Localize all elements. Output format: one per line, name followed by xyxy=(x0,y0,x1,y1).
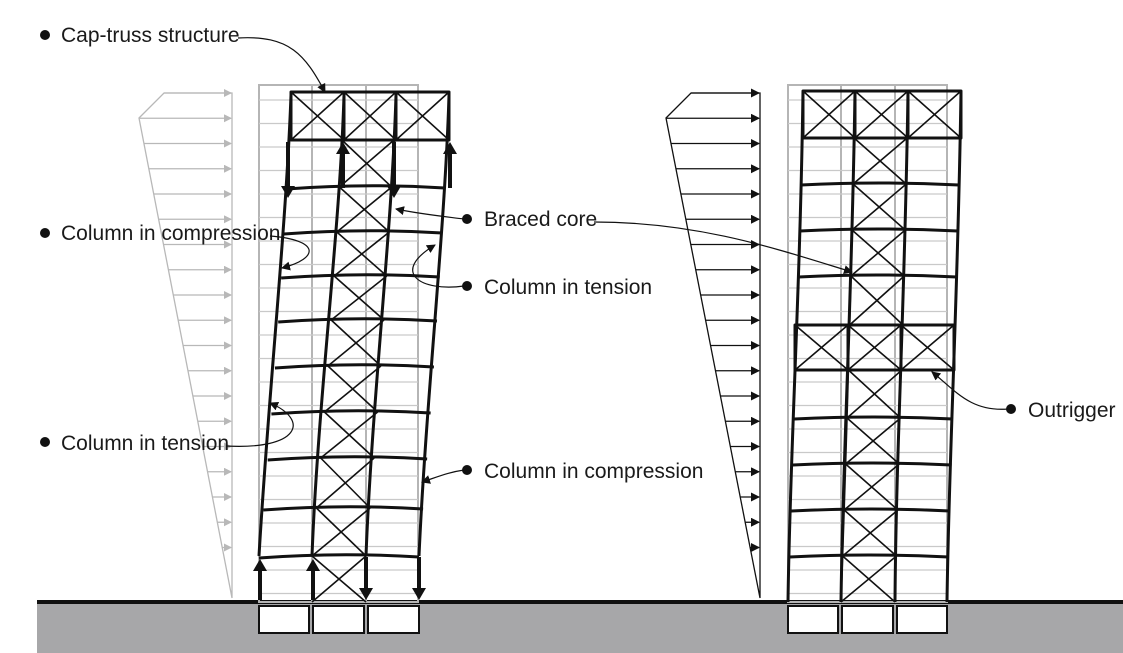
left-load-outline xyxy=(138,92,233,599)
leader-column-tension-mid xyxy=(412,244,465,288)
left-floor-beam xyxy=(286,184,445,191)
label-column-tension-left: Column in tension xyxy=(61,432,229,455)
label-column-compression-mid: Column in compression xyxy=(484,460,703,483)
left-floor-beam xyxy=(271,409,431,416)
left-braced-core xyxy=(311,139,395,603)
right-core-column-segment xyxy=(840,555,844,603)
label-cap-truss: Cap-truss structure xyxy=(61,24,240,47)
right-floor-beam xyxy=(792,461,952,467)
leader-braced-core-left xyxy=(395,206,465,220)
right-outrigger xyxy=(793,323,956,372)
left-floor-beam xyxy=(267,455,428,462)
leader-outrigger xyxy=(931,371,1009,410)
bullet-icon xyxy=(40,437,50,447)
left-floor-beam xyxy=(280,273,440,280)
right-wind-load-diagram xyxy=(665,88,761,599)
right-core-column-segment xyxy=(850,229,853,277)
left-core-brace xyxy=(333,231,390,277)
right-core-brace xyxy=(843,463,900,511)
left-core-brace xyxy=(323,365,382,413)
right-core-column-segment xyxy=(848,275,852,326)
right-core-column-segment xyxy=(846,369,850,419)
left-foundation xyxy=(258,605,420,634)
right-floor-beam xyxy=(800,181,960,187)
bullet-icon xyxy=(40,228,50,238)
left-floor-beams xyxy=(258,184,445,560)
left-force-arrows xyxy=(253,142,457,600)
right-building xyxy=(665,84,963,634)
left-cap-truss xyxy=(289,90,451,142)
left-column-2 xyxy=(310,94,346,557)
left-building xyxy=(138,84,457,634)
right-core-brace xyxy=(850,229,906,277)
right-core-brace xyxy=(840,555,898,603)
label-column-tension-mid: Column in tension xyxy=(484,276,652,299)
right-core-brace xyxy=(842,509,899,557)
right-core-column-segment xyxy=(843,463,847,511)
left-core-brace xyxy=(330,275,388,321)
left-floor-beam xyxy=(283,229,443,236)
right-braced-core xyxy=(840,137,908,603)
left-wind-load-diagram xyxy=(138,89,233,599)
right-core-column-segment xyxy=(852,137,855,185)
label-braced-core: Braced core xyxy=(484,208,597,231)
left-floor-beam xyxy=(263,505,424,512)
right-floor-beam xyxy=(794,415,954,421)
left-floor-beam xyxy=(258,553,420,560)
leader-braced-core-right xyxy=(593,221,853,274)
left-core-brace xyxy=(311,555,367,603)
left-core-brace xyxy=(327,319,385,367)
label-outrigger: Outrigger xyxy=(1028,399,1116,422)
left-core-brace xyxy=(320,411,379,459)
ground xyxy=(37,600,1123,653)
bullet-icon xyxy=(462,214,472,224)
right-core-column-segment xyxy=(844,417,848,465)
leader-cap-truss xyxy=(237,37,326,93)
right-floor-beams xyxy=(789,181,960,559)
leader-column-compression-mid xyxy=(421,469,465,484)
right-floor-beam xyxy=(798,273,957,279)
right-core-brace xyxy=(846,369,903,419)
left-floor-beam xyxy=(278,317,438,324)
ground-fill xyxy=(37,603,1123,653)
right-load-outline xyxy=(665,92,761,599)
label-column-compression-left: Column in compression xyxy=(61,222,280,245)
left-core-brace xyxy=(338,139,395,188)
left-core-brace xyxy=(311,507,371,557)
bullet-icon xyxy=(462,465,472,475)
right-core-brace xyxy=(851,183,907,231)
left-column-3 xyxy=(364,94,398,557)
right-cap-truss xyxy=(801,89,963,140)
right-floor-beam xyxy=(789,553,949,559)
right-core-column-segment xyxy=(841,509,845,557)
annotations: Cap-truss structure Column in compressio… xyxy=(40,24,1116,484)
right-core-column-segment xyxy=(851,183,854,231)
bullet-icon xyxy=(40,30,50,40)
right-floor-beam xyxy=(791,507,951,513)
left-floor-beam xyxy=(274,363,435,370)
left-core-brace xyxy=(315,457,375,509)
left-column-4 xyxy=(417,94,451,557)
bullet-icon xyxy=(462,281,472,291)
right-foundation xyxy=(787,605,948,634)
leader-column-compression-left xyxy=(269,235,310,271)
right-core-brace xyxy=(845,417,902,465)
leader-column-tension-left xyxy=(225,401,294,447)
right-core-brace xyxy=(852,137,908,185)
left-core-brace xyxy=(336,186,393,233)
bullet-icon xyxy=(1006,404,1016,414)
right-floor-beam xyxy=(799,227,959,233)
right-core-brace xyxy=(849,275,905,326)
